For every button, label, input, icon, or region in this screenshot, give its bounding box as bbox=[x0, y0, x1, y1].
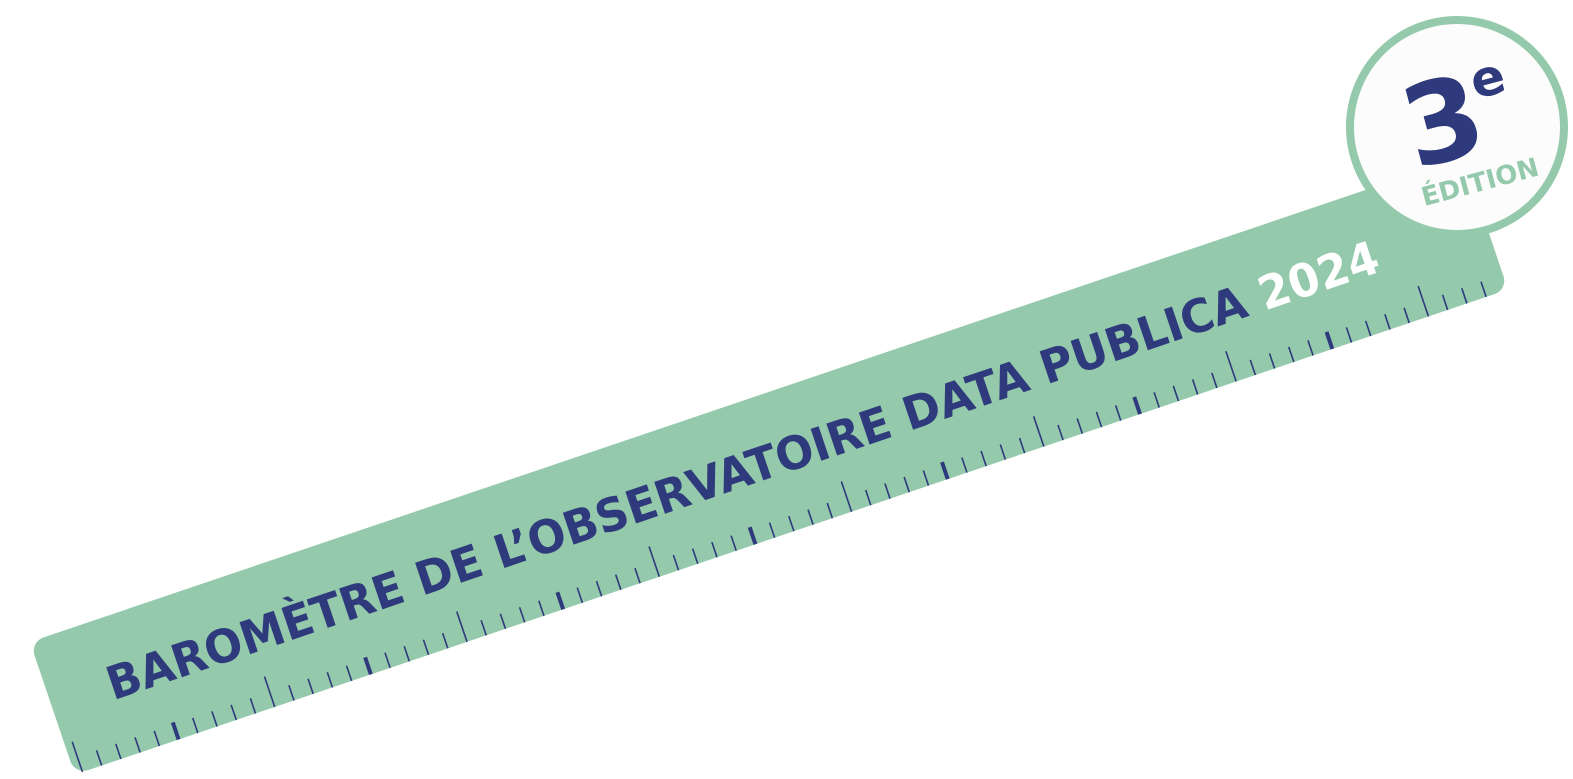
ruler-tick bbox=[1417, 285, 1430, 317]
ruler-tick bbox=[555, 591, 566, 610]
ruler-tick bbox=[576, 587, 584, 604]
ruler-tick bbox=[403, 645, 411, 662]
ruler-tick bbox=[71, 741, 84, 773]
ruler-tick bbox=[807, 509, 814, 525]
ruler-tick bbox=[980, 450, 987, 467]
ruler-tick bbox=[422, 639, 430, 656]
ruler-tick bbox=[456, 611, 468, 643]
ruler-tick bbox=[480, 619, 488, 636]
badge-circle bbox=[1346, 16, 1568, 238]
ruler-tick bbox=[363, 656, 373, 676]
ruler-tick bbox=[1441, 294, 1449, 311]
ruler-tick bbox=[1076, 418, 1084, 434]
ruler-tick bbox=[1132, 396, 1142, 415]
ruler-tick bbox=[826, 502, 834, 519]
ruler-tick bbox=[614, 574, 622, 591]
ruler-tick bbox=[134, 737, 141, 753]
ruler-tick bbox=[1480, 281, 1487, 298]
ruler-tick bbox=[249, 698, 257, 714]
ruler-tick bbox=[230, 704, 238, 721]
ruler-tick bbox=[730, 535, 737, 552]
ruler-body bbox=[33, 160, 1505, 771]
ruler-tick bbox=[170, 721, 181, 741]
ruler-tick bbox=[1324, 331, 1335, 350]
ruler-tick bbox=[538, 600, 545, 617]
ruler: BAROMÈTRE DE L’OBSERVATOIRE DATA PUBLICA… bbox=[33, 160, 1505, 773]
ruler-tick bbox=[711, 541, 718, 558]
ruler-tick bbox=[747, 526, 758, 545]
ruler-tick bbox=[326, 672, 334, 688]
ruler-tick bbox=[441, 632, 449, 649]
ruler-tick bbox=[648, 546, 661, 578]
ruler-tick bbox=[499, 613, 507, 630]
ruler-tick bbox=[307, 678, 314, 695]
ruler-tick bbox=[691, 548, 699, 565]
ruler-tick bbox=[840, 481, 853, 512]
ruler-tick bbox=[1057, 424, 1064, 441]
ruler-tick bbox=[263, 676, 276, 708]
ruler-tick bbox=[1249, 359, 1257, 376]
ruler-tick bbox=[518, 606, 526, 623]
ruler-tick bbox=[1345, 327, 1353, 343]
ruler-tick bbox=[1461, 288, 1468, 304]
ruler-ticks bbox=[71, 281, 1487, 773]
ruler-tick bbox=[1172, 385, 1180, 402]
ruler-tick bbox=[1268, 353, 1276, 369]
ruler-tick bbox=[288, 685, 295, 701]
ruler-tick bbox=[1307, 340, 1314, 356]
ruler-tick bbox=[1364, 320, 1372, 337]
ruler-tick bbox=[191, 717, 199, 734]
ruler-tick bbox=[1032, 416, 1045, 447]
ruler-tick bbox=[1114, 405, 1122, 421]
badge: 3 e ÉDITION bbox=[1346, 16, 1568, 238]
ruler-tick bbox=[768, 522, 776, 538]
ruler-tick bbox=[1225, 350, 1237, 382]
ruler-tick bbox=[211, 711, 218, 727]
ruler-tick bbox=[153, 730, 161, 747]
ruler-tick bbox=[940, 461, 950, 480]
ruler-tick bbox=[634, 567, 641, 584]
ruler-tick bbox=[903, 476, 911, 493]
ruler-tick bbox=[864, 489, 872, 506]
ruler-tick bbox=[1191, 379, 1199, 395]
ruler-tick bbox=[922, 470, 930, 486]
ruler-tick bbox=[788, 515, 795, 532]
banner-text: BAROMÈTRE DE L’OBSERVATOIRE DATA PUBLICA… bbox=[99, 230, 1386, 711]
ruler-tick bbox=[1403, 307, 1410, 324]
ruler-tick bbox=[115, 743, 122, 760]
ruler-tick bbox=[672, 554, 680, 571]
ruler-tick bbox=[595, 580, 603, 597]
ruler-tick bbox=[95, 750, 103, 766]
ruler-tick bbox=[961, 457, 968, 473]
ruler-tick bbox=[1018, 437, 1026, 454]
ruler-tick bbox=[1095, 411, 1103, 428]
ruler-tick bbox=[884, 483, 891, 499]
title: BAROMÈTRE DE L’OBSERVATOIRE DATA PUBLICA bbox=[99, 275, 1254, 711]
ruler-tick bbox=[999, 444, 1007, 460]
ruler-tick bbox=[1153, 392, 1161, 408]
ruler-tick bbox=[1211, 372, 1218, 389]
ruler-tick bbox=[1287, 346, 1295, 363]
ruler-tick bbox=[384, 652, 391, 669]
ruler-tick bbox=[1384, 314, 1391, 330]
ruler-tick bbox=[345, 665, 353, 682]
